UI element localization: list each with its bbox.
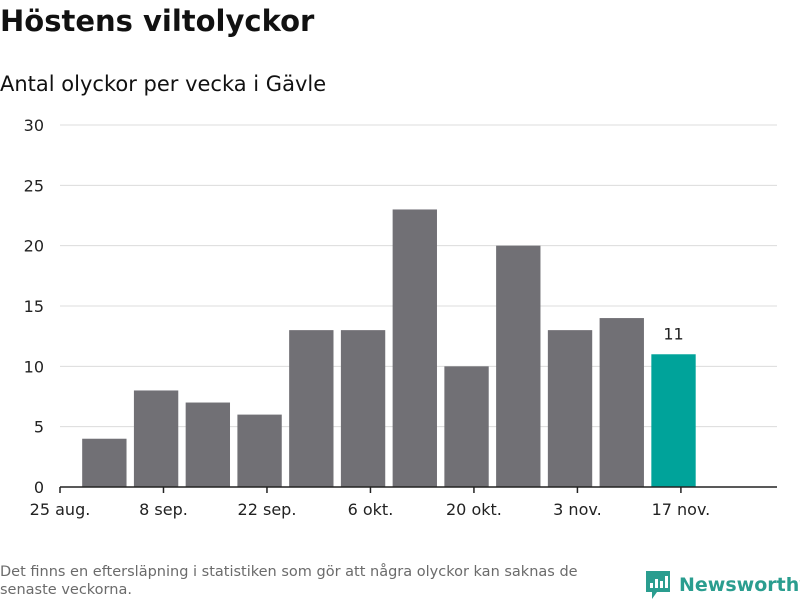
y-tick-label: 25 (24, 176, 44, 195)
x-tick-label: 25 aug. (30, 500, 91, 519)
newsworthy-logo-icon (646, 571, 670, 599)
bar (547, 330, 593, 487)
y-tick-label: 0 (34, 478, 44, 497)
bar (496, 245, 541, 487)
bar (237, 414, 282, 487)
chart-subtitle: Antal olyckor per vecka i Gävle (0, 72, 327, 96)
y-tick-label: 10 (24, 357, 44, 376)
bar (392, 209, 437, 487)
bar-value-label: 11 (663, 324, 683, 343)
x-tick-label: 3 nov. (553, 500, 602, 519)
newsworthy-logo[interactable]: Newsworthy (645, 570, 800, 600)
x-tick-label: 17 nov. (652, 500, 711, 519)
bar (340, 330, 386, 487)
x-tick-label: 8 sep. (139, 500, 188, 519)
y-tick-label: 15 (24, 297, 44, 316)
x-tick-label: 6 okt. (348, 500, 394, 519)
highlight-bar (651, 354, 696, 487)
bar (185, 402, 231, 487)
chart-title: Höstens viltolyckor (0, 4, 315, 38)
bar (289, 330, 334, 487)
y-tick-label: 20 (24, 237, 44, 256)
y-tick-label: 30 (24, 116, 44, 135)
newsworthy-logo-text: Newsworthy (679, 574, 800, 596)
bar (599, 318, 644, 487)
x-tick-label: 20 okt. (446, 500, 502, 519)
footnote: Det finns en eftersläpning i statistiken… (0, 564, 578, 598)
bar (444, 366, 489, 487)
bar (133, 390, 179, 487)
y-tick-label: 5 (34, 418, 44, 437)
x-tick-label: 22 sep. (238, 500, 297, 519)
bar-chart: 0 5 10 15 20 25 30 11 25 aug. 8 sep. 22 sep. 6 okt.… (24, 116, 777, 519)
bar (82, 438, 127, 487)
